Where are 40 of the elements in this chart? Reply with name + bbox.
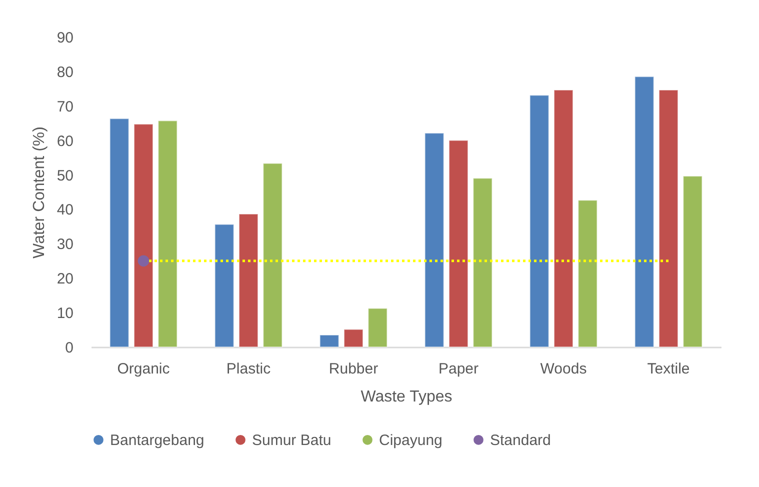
bar	[214, 224, 234, 348]
bar	[109, 118, 130, 348]
y-tick-label: 10	[56, 305, 74, 322]
bar	[424, 132, 444, 348]
bar	[472, 178, 493, 348]
legend-label: Cipayung	[379, 432, 442, 449]
y-tick-label: 70	[56, 98, 74, 116]
bar	[448, 140, 468, 348]
y-tick-label: 40	[56, 202, 74, 219]
bar	[634, 76, 654, 348]
y-tick-label: 80	[56, 64, 74, 81]
legend-label: Sumur Batu	[252, 432, 332, 449]
x-tick-label: Plastic	[226, 360, 272, 378]
x-axis-title: Waste Types	[360, 388, 452, 406]
y-tick-label: 20	[56, 270, 74, 288]
bar	[344, 328, 364, 348]
bar	[578, 200, 598, 348]
x-tick-label: Woods	[540, 360, 587, 378]
y-tick-label: 0	[65, 340, 74, 356]
x-tick-label: Paper	[438, 360, 479, 378]
bar	[134, 124, 154, 348]
y-tick-label: 30	[56, 236, 74, 254]
bar	[658, 90, 678, 348]
y-axis-title: Water Content (%)	[30, 126, 48, 258]
bar	[319, 334, 340, 348]
bar	[368, 308, 388, 348]
y-tick-label: 60	[56, 132, 74, 150]
legend-label: Bantargebang	[110, 432, 204, 449]
bar	[262, 162, 283, 348]
x-tick-label: Textile	[647, 360, 690, 378]
x-tick-label: Rubber	[328, 360, 378, 378]
y-tick-label: 90	[56, 30, 74, 46]
x-tick-label: Organic	[117, 360, 170, 378]
legend-label: Standard	[490, 432, 551, 449]
bar	[682, 176, 703, 348]
bar	[529, 94, 550, 348]
y-tick-label: 50	[56, 167, 74, 184]
bar	[158, 120, 178, 348]
bar	[238, 214, 258, 348]
bar	[554, 90, 574, 348]
